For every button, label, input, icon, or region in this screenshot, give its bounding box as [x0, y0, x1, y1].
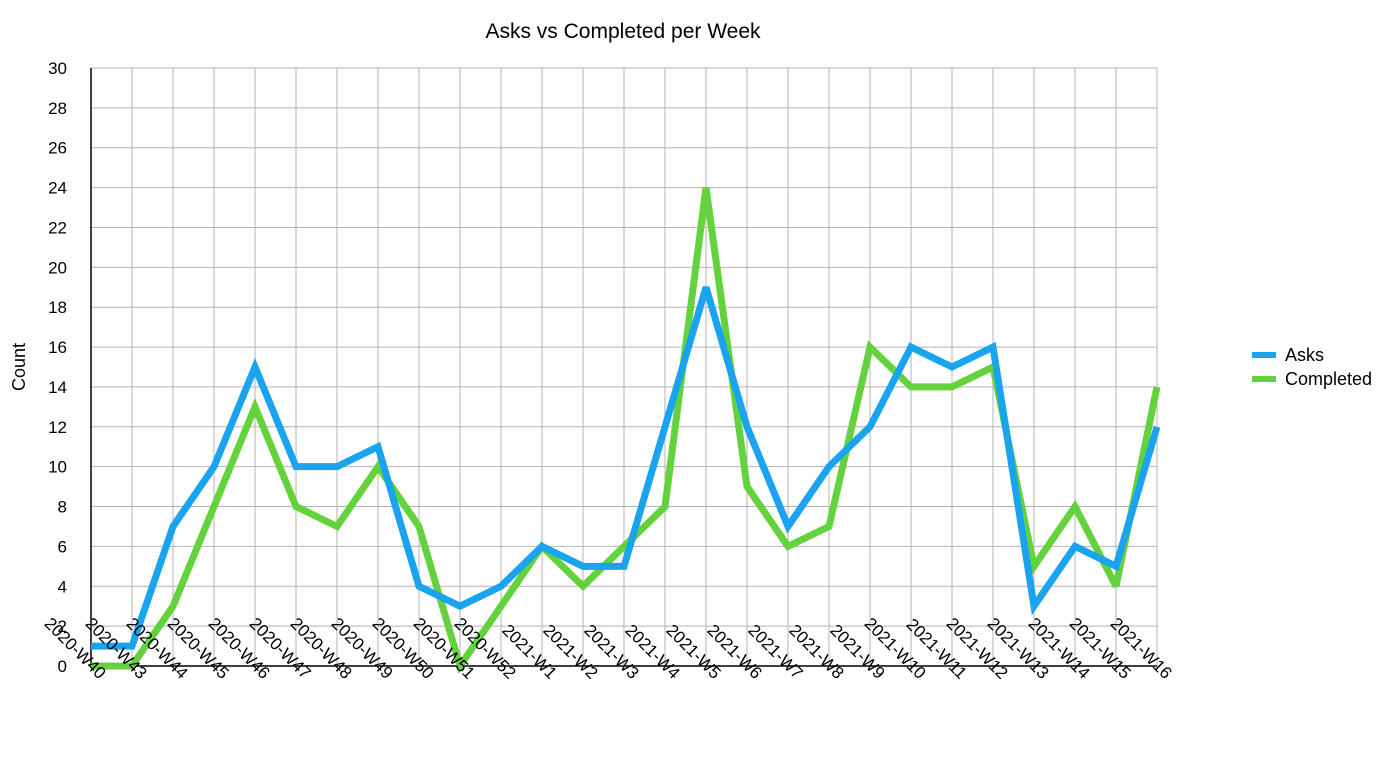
y-tick-label: 0 [58, 657, 67, 676]
y-tick-label: 8 [58, 498, 67, 517]
y-tick-label: 20 [48, 258, 67, 277]
chart-title: Asks vs Completed per Week [485, 20, 761, 43]
y-tick-label: 16 [48, 338, 67, 357]
legend-label-completed: Completed [1285, 369, 1372, 389]
x-tick-labels: 2020-W402020-W432020-W442020-W452020-W46… [41, 614, 1176, 683]
y-tick-label: 24 [48, 179, 67, 198]
axes [90, 68, 1157, 667]
y-tick-label: 2 [58, 617, 67, 636]
y-tick-label: 4 [58, 577, 67, 596]
legend-label-asks: Asks [1285, 345, 1324, 365]
legend: Asks Completed [1252, 345, 1372, 389]
series-line-asks [91, 286, 1161, 650]
y-tick-label: 10 [48, 458, 67, 477]
y-tick-label: 12 [48, 418, 67, 437]
y-tick-label: 14 [48, 378, 67, 397]
y-tick-label: 22 [48, 218, 67, 237]
y-tick-label: 28 [48, 99, 67, 118]
y-tick-label: 26 [48, 139, 67, 158]
y-tick-label: 18 [48, 298, 67, 317]
series-line-completed [91, 187, 1161, 675]
y-tick-label: 30 [48, 59, 67, 78]
series-lines [91, 187, 1161, 675]
y-tick-label: 6 [58, 537, 67, 556]
y-axis-title: Count [9, 343, 29, 391]
